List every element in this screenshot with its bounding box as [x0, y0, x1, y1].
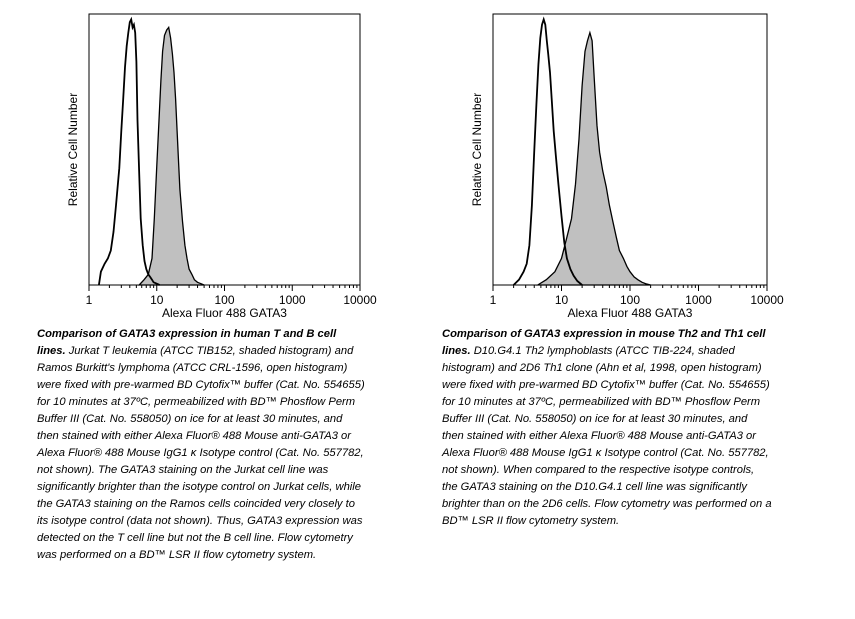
right-x-tick-label: 1	[490, 293, 497, 307]
left-figure-panel: 1 10 100 1000 10000 Alexa Fluor 488 GATA3 Rela…	[0, 0, 420, 619]
left-y-axis-label: Relative Cell Number	[66, 93, 80, 206]
left-open-histogram	[98, 16, 160, 286]
right-x-tick-label: 10000	[750, 293, 784, 307]
right-open-histogram	[512, 16, 583, 286]
right-figure-caption: Comparison of GATA3 expression in mouse …	[442, 326, 772, 530]
left-x-tick-label: 10000	[343, 293, 377, 307]
left-x-tick-label: 1	[86, 293, 93, 307]
left-figure-caption: Comparison of GATA3 expression in human …	[37, 326, 367, 564]
right-y-axis-label: Relative Cell Number	[470, 93, 484, 206]
left-x-tick-label: 10	[150, 293, 164, 307]
right-x-tick-label: 1000	[685, 293, 712, 307]
left-shaded-histogram	[137, 25, 205, 286]
left-plot-frame	[88, 13, 361, 286]
right-caption-title: Comparison of GATA3 expression in mouse …	[442, 328, 766, 357]
left-x-tick-label: 1000	[279, 293, 306, 307]
right-histogram-chart: 1 10 100 1000 10000 Alexa Fluor 488 GATA3 Rela…	[470, 13, 784, 320]
right-x-tick-label: 100	[620, 293, 640, 307]
left-x-axis-label: Alexa Fluor 488 GATA3	[162, 306, 287, 320]
left-histogram-chart: 1 10 100 1000 10000 Alexa Fluor 488 GATA3 Rela…	[66, 13, 377, 320]
right-x-tick-label: 10	[555, 293, 569, 307]
left-caption-title: Comparison of GATA3 expression in human …	[37, 328, 337, 357]
right-shaded-histogram	[535, 30, 651, 286]
right-x-axis-label: Alexa Fluor 488 GATA3	[568, 306, 693, 320]
right-figure-panel: 1 10 100 1000 10000 Alexa Fluor 488 GATA3 Rela…	[425, 0, 855, 619]
left-x-tick-label: 100	[214, 293, 234, 307]
left-caption-body: Jurkat T leukemia (ATCC TIB152, shaded h…	[37, 345, 365, 561]
right-caption-body: D10.G4.1 Th2 lymphoblasts (ATCC TIB-224,…	[442, 345, 772, 527]
